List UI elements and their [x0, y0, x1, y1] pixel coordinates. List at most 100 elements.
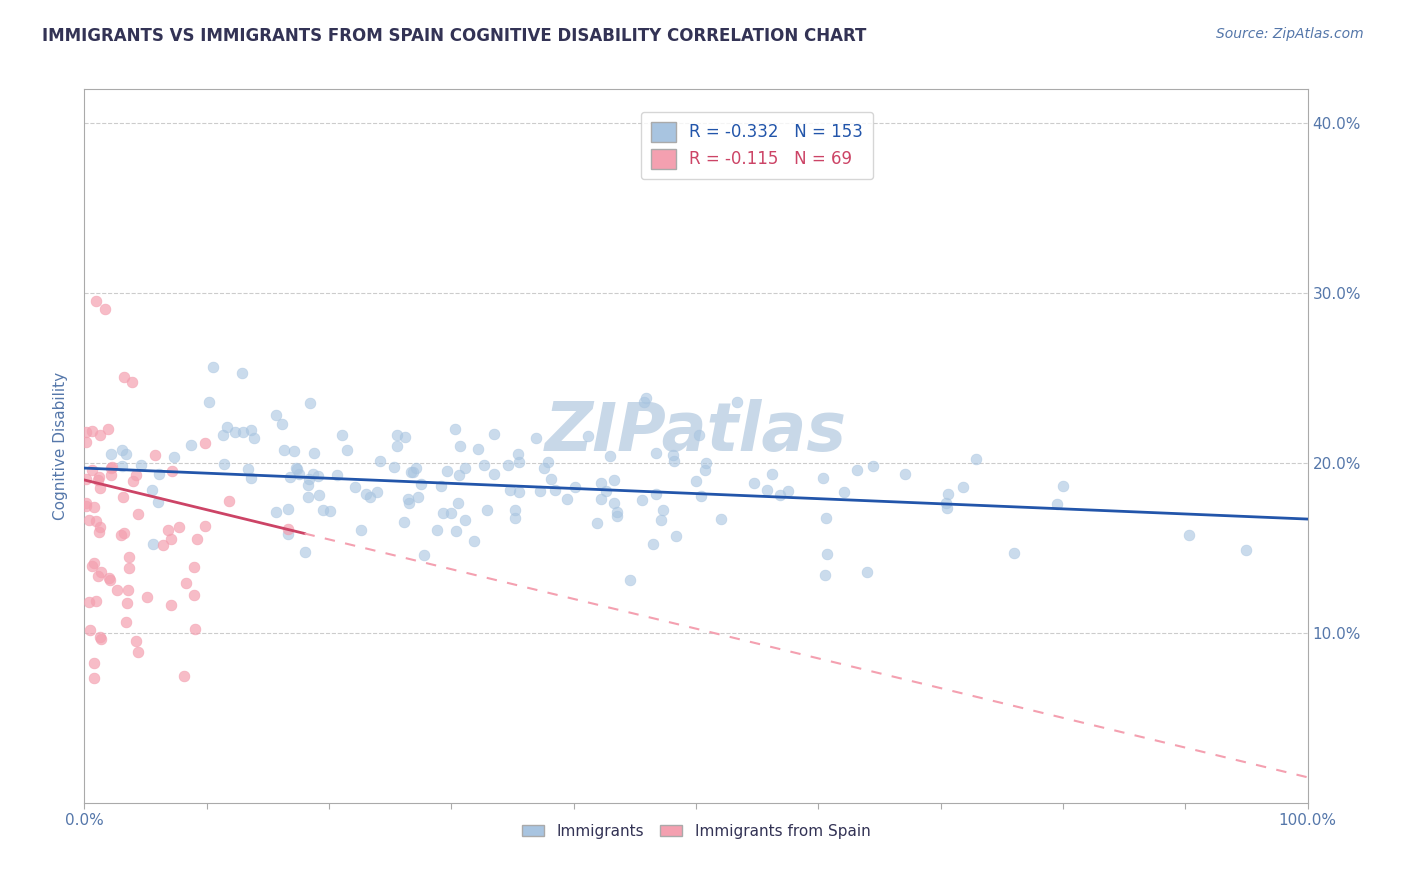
Point — [277, 502, 299, 516]
Point — [278, 470, 301, 484]
Point — [232, 425, 254, 440]
Point — [564, 480, 586, 494]
Point — [162, 464, 184, 478]
Point — [603, 496, 626, 510]
Point — [1046, 497, 1069, 511]
Point — [589, 476, 612, 491]
Point — [97, 422, 120, 436]
Point — [742, 476, 765, 491]
Point — [79, 623, 101, 637]
Point — [75, 425, 97, 439]
Point — [273, 443, 295, 458]
Point — [506, 447, 529, 461]
Text: IMMIGRANTS VS IMMIGRANTS FROM SPAIN COGNITIVE DISABILITY CORRELATION CHART: IMMIGRANTS VS IMMIGRANTS FROM SPAIN COGN… — [42, 27, 866, 45]
Point — [508, 485, 530, 500]
Point — [769, 487, 792, 501]
Point — [965, 452, 987, 467]
Point — [243, 431, 266, 445]
Point — [606, 508, 628, 523]
Point — [80, 463, 103, 477]
Point — [439, 506, 461, 520]
Point — [636, 391, 658, 405]
Point — [662, 454, 685, 468]
Point — [283, 444, 305, 458]
Point — [277, 526, 299, 541]
Point — [645, 445, 668, 459]
Point — [75, 472, 97, 486]
Point — [359, 490, 381, 504]
Point — [89, 520, 111, 534]
Point — [288, 467, 311, 481]
Point — [935, 496, 957, 510]
Point — [533, 461, 555, 475]
Point — [643, 536, 665, 550]
Point — [105, 582, 128, 597]
Point — [336, 442, 359, 457]
Point — [1002, 546, 1025, 560]
Point — [240, 471, 263, 485]
Point — [1178, 528, 1201, 542]
Point — [121, 376, 143, 390]
Point — [446, 496, 468, 510]
Point — [127, 645, 149, 659]
Point — [115, 596, 138, 610]
Point — [576, 428, 599, 442]
Point — [413, 548, 436, 562]
Point — [84, 294, 107, 309]
Point — [631, 493, 654, 508]
Point — [467, 442, 489, 457]
Point — [756, 483, 779, 498]
Point — [302, 467, 325, 482]
Point — [77, 595, 100, 609]
Point — [846, 463, 869, 477]
Point — [482, 467, 505, 481]
Point — [183, 560, 205, 574]
Point — [382, 459, 405, 474]
Point — [87, 473, 110, 487]
Point — [84, 514, 107, 528]
Point — [330, 428, 353, 442]
Point — [508, 455, 530, 469]
Point — [87, 470, 110, 484]
Point — [129, 458, 152, 472]
Point — [115, 615, 138, 629]
Point — [125, 633, 148, 648]
Point — [127, 508, 149, 522]
Point — [118, 550, 141, 565]
Point — [1236, 543, 1258, 558]
Point — [695, 456, 717, 470]
Point — [398, 496, 420, 510]
Point — [101, 460, 124, 475]
Point — [193, 519, 215, 533]
Point — [936, 487, 959, 501]
Point — [498, 458, 520, 472]
Point — [430, 478, 453, 492]
Point — [141, 483, 163, 498]
Point — [935, 500, 957, 515]
Point — [475, 503, 498, 517]
Point — [387, 438, 409, 452]
Point — [307, 468, 329, 483]
Point — [394, 515, 416, 529]
Point — [591, 492, 613, 507]
Point — [645, 486, 668, 500]
Point — [94, 302, 117, 317]
Point — [814, 567, 837, 582]
Point — [100, 460, 122, 475]
Point — [86, 569, 108, 583]
Point — [297, 478, 319, 492]
Point — [308, 488, 330, 502]
Point — [271, 417, 294, 431]
Point — [599, 450, 621, 464]
Point — [100, 447, 122, 461]
Point — [212, 457, 235, 471]
Point — [693, 463, 716, 477]
Point — [198, 394, 221, 409]
Y-axis label: Cognitive Disability: Cognitive Disability — [53, 372, 69, 520]
Point — [366, 484, 388, 499]
Point — [484, 427, 506, 442]
Point — [218, 494, 240, 508]
Point — [183, 588, 205, 602]
Point — [146, 494, 169, 508]
Point — [83, 500, 105, 515]
